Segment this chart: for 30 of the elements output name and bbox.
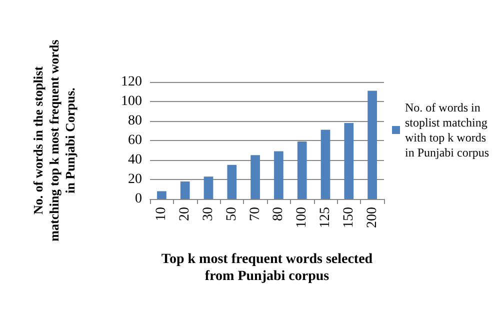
y-tick-label: 120	[121, 74, 142, 90]
bar	[320, 130, 330, 199]
x-tick-label: 100	[294, 207, 310, 228]
y-tick-label: 60	[128, 133, 142, 148]
y-tick-label: 0	[135, 192, 142, 206]
y-tick-label: 40	[128, 152, 142, 168]
y-tick-label: 100	[121, 94, 142, 109]
x-tick-label: 200	[364, 207, 380, 228]
x-tick-label: 125	[318, 207, 333, 228]
x-tick-label: 10	[154, 207, 170, 221]
bar	[180, 181, 190, 199]
legend-label: No. of words in stoplist matching with top k words in Punjabi corpus	[405, 100, 490, 160]
y-axis-title: No. of words in the stoplist matching top k most frequent words in Punjabi Corpus.	[30, 40, 78, 242]
x-tick-label: 30	[201, 207, 216, 221]
x-axis-title: Top k most frequent words selected from Punjabi corpus	[161, 252, 373, 284]
bar	[368, 90, 377, 199]
x-tick-label: 20	[178, 207, 193, 221]
bar	[157, 191, 166, 199]
bar	[274, 151, 284, 199]
x-tick-label: 80	[271, 207, 286, 221]
x-tick-label: 50	[224, 207, 240, 221]
bar	[227, 164, 237, 199]
x-tick-label: 150	[341, 207, 356, 228]
bar	[250, 155, 260, 199]
bar	[297, 141, 307, 199]
y-tick-label: 80	[128, 114, 142, 128]
bar	[344, 122, 354, 199]
y-tick-label: 20	[128, 172, 142, 187]
x-tick-label: 70	[248, 207, 263, 221]
bar	[204, 176, 214, 199]
